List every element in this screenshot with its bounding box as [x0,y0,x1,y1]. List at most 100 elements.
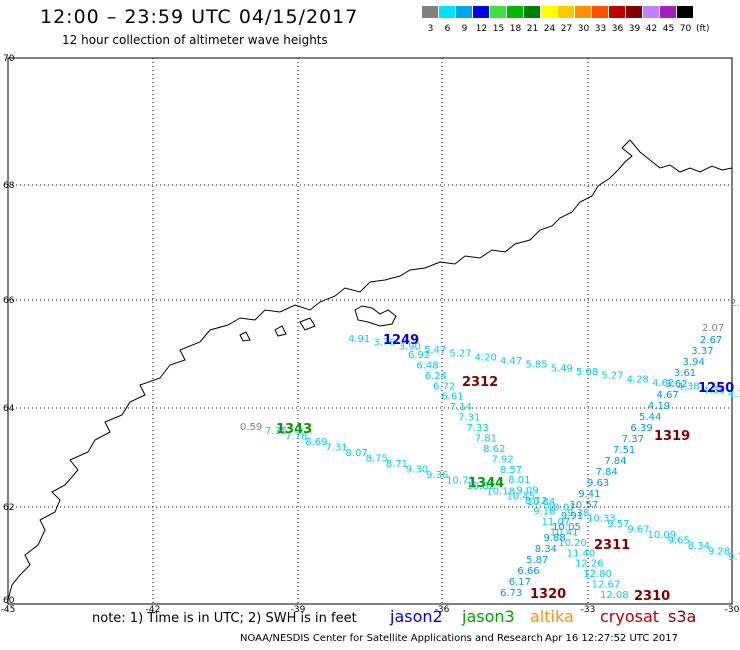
wave-height-value: 8.75 [366,453,388,464]
wave-height-value: 3.94 [683,357,705,368]
pass-label: 2311 [594,538,630,553]
greenland-coastline [7,139,733,601]
pass-label: 1344 [468,476,504,491]
wave-height-value: 3.62 [665,379,687,390]
wave-height-value: 7.31 [458,413,480,424]
legend-label: 9 [461,24,468,34]
map-subtitle: 12 hour collection of altimeter wave hei… [62,33,328,47]
wave-height-value: 11.40 [567,548,596,559]
wave-height-value: 7.78 [285,431,307,442]
legend-swatch [609,6,626,18]
wave-height-value: 10.09 [647,530,676,541]
lon-tick-label: -30 [725,605,740,615]
legend-label: 70 [679,24,692,34]
wave-height-value: 9.09 [517,486,539,497]
map-title: 12:00 – 23:59 UTC 04/15/2017 [40,6,359,28]
legend-swatch [626,6,643,18]
legend-unit: (ft) [696,24,710,34]
legend-label: 33 [594,24,607,34]
wave-height-value: 9.57 [607,519,629,530]
wave-height-value: 10.05 [552,522,581,533]
wave-height-value: 6.24 [425,371,447,382]
pass-label: 1343 [276,422,312,437]
pass-label: 1250 [698,381,734,396]
wave-height-value: 10.45 [507,492,536,503]
wave-height-value: 5.85 [525,360,547,371]
wave-height-value: 8.07 [346,448,368,459]
wave-height-value: 7.92 [491,454,513,465]
wave-height-value: 5.44 [639,412,661,423]
satellite-legend-item: jason2 [390,607,443,626]
lat-tick-label: 66 [3,296,15,306]
wave-height-value: 7.35 [265,426,287,437]
lon-tick-label: -39 [291,605,306,615]
wave-height-value: 10.84 [527,497,556,508]
legend-swatch [558,6,575,18]
legend-swatch [541,6,558,18]
wave-height-value: 6.66 [517,566,539,577]
legend-label: 6 [444,24,451,34]
wave-height-value: 6.61 [441,392,463,403]
legend-swatch [507,6,524,18]
wave-height-value: 3.61 [674,368,696,379]
wave-height-value: 6.17 [509,577,531,588]
legend-label: 27 [560,24,573,34]
lat-tick-label: 70 [3,54,15,64]
wave-height-value: 4.28 [627,374,649,385]
wave-height-value: 9.38 [567,508,589,519]
wave-height-value: 7.81 [475,433,497,444]
credit-line: NOAA/NESDIS Center for Satellite Applica… [240,633,543,644]
wave-height-value: 7.84 [604,456,626,467]
legend-swatch [473,6,490,18]
wave-height-value: 9.65 [668,536,690,547]
wave-height-value: 9.63 [587,478,609,489]
wave-height-value: 9.36 [426,470,448,481]
legend-label: 36 [611,24,624,34]
wave-height-value: 4.47 [500,356,522,367]
wave-height-value: 3.37 [691,346,713,357]
wave-height-value: 9.18 [533,507,555,518]
pass-label: 1319 [654,429,690,444]
legend-swatch [677,6,694,18]
legend-swatch [660,6,677,18]
lon-tick-label: -36 [435,605,450,615]
longitude-labels: -45 -42 -39 -36 -33 -30 [1,605,740,615]
latitude-labels: 70 68 66 64 62 60 [3,54,15,606]
lat-tick-label: 64 [3,404,15,414]
pass-label: 2312 [462,375,498,390]
wave-height-value: 11.07 [542,517,571,528]
lon-tick-label: -42 [146,605,161,615]
wave-height-value: 4.91 [348,334,370,345]
pass-label: 1320 [530,587,566,602]
legend-label: 24 [543,24,556,34]
wave-height-value: 10.07 [547,503,576,514]
legend-swatch [490,6,507,18]
wave-height-value: 10.82 [466,481,495,492]
lon-tick-label: -45 [1,605,16,615]
wave-height-value: 4.67 [657,390,679,401]
wave-height-value: 0.59 [240,422,262,433]
units-note: note: 1) Time is in UTC; 2) SWH is in fe… [92,611,357,626]
wave-height-value: 12.67 [592,580,621,591]
wave-height-value: 4.62 [652,378,674,389]
wave-height-value: 10.20 [558,538,587,549]
legend-label: 42 [645,24,658,34]
legend-label: 21 [526,24,539,34]
wave-height-value: 9.91 [561,511,583,522]
wave-height-value: 5.47 [424,345,446,356]
satellite-legend-item: jason3 [462,607,515,626]
wave-height-value: 8.01 [508,475,530,486]
wave-height-value: 6.92 [408,350,430,361]
wave-height-value: 4.38 [677,382,699,393]
legend-label: 30 [577,24,590,34]
wave-height-value: 5.27 [449,349,471,360]
wave-height-value: 2.67 [700,335,722,346]
wave-height-value: 10.33 [587,514,616,525]
wave-height-value: 2.4 [730,298,740,309]
wave-height-value: 8.69 [305,437,327,448]
legend-swatch [575,6,592,18]
timestamp: Apr 16 12:27:52 UTC 2017 [545,633,678,644]
wave-height-value: 12.08 [600,590,629,601]
lat-tick-label: 68 [3,181,15,191]
wave-height-value: 12.26 [575,559,604,570]
